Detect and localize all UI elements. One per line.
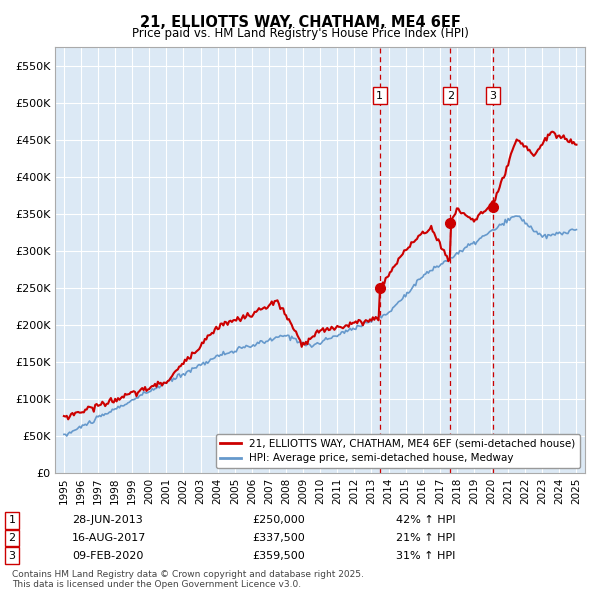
Text: 21% ↑ HPI: 21% ↑ HPI [396, 533, 455, 543]
Text: 09-FEB-2020: 09-FEB-2020 [72, 551, 143, 560]
Text: 42% ↑ HPI: 42% ↑ HPI [396, 516, 455, 525]
Text: 16-AUG-2017: 16-AUG-2017 [72, 533, 146, 543]
Text: 28-JUN-2013: 28-JUN-2013 [72, 516, 143, 525]
Text: 1: 1 [376, 90, 383, 100]
Text: £250,000: £250,000 [252, 516, 305, 525]
Text: 31% ↑ HPI: 31% ↑ HPI [396, 551, 455, 560]
Text: 3: 3 [8, 551, 16, 560]
Text: 3: 3 [490, 90, 496, 100]
Text: 2: 2 [447, 90, 454, 100]
Text: Price paid vs. HM Land Registry's House Price Index (HPI): Price paid vs. HM Land Registry's House … [131, 27, 469, 40]
Text: £337,500: £337,500 [252, 533, 305, 543]
Legend: 21, ELLIOTTS WAY, CHATHAM, ME4 6EF (semi-detached house), HPI: Average price, se: 21, ELLIOTTS WAY, CHATHAM, ME4 6EF (semi… [216, 434, 580, 468]
Text: 2: 2 [8, 533, 16, 543]
Text: Contains HM Land Registry data © Crown copyright and database right 2025.
This d: Contains HM Land Registry data © Crown c… [12, 570, 364, 589]
Text: 1: 1 [8, 516, 16, 525]
Text: 21, ELLIOTTS WAY, CHATHAM, ME4 6EF: 21, ELLIOTTS WAY, CHATHAM, ME4 6EF [140, 15, 460, 30]
Text: £359,500: £359,500 [252, 551, 305, 560]
